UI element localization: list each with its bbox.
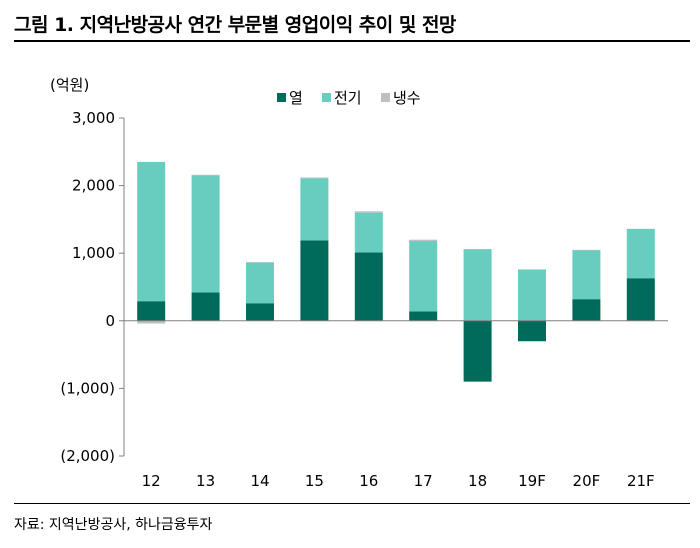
legend-swatch xyxy=(381,93,390,102)
bar-electricity-19F xyxy=(518,269,546,321)
bar-heat-15 xyxy=(300,240,329,321)
x-tick-label: 16 xyxy=(359,472,378,490)
bar-chilled-water-19F xyxy=(518,341,546,342)
x-tick-label: 13 xyxy=(196,472,215,490)
x-tick-label: 12 xyxy=(142,472,161,490)
bar-chilled-water-17 xyxy=(409,239,438,242)
bar-chilled-water-13 xyxy=(191,174,220,176)
x-tick-label: 20F xyxy=(573,472,601,490)
x-tick-label: 18 xyxy=(468,472,487,490)
bar-electricity-14 xyxy=(246,262,274,304)
bar-heat-19F xyxy=(518,320,546,342)
bar-heat-14 xyxy=(246,303,274,321)
bar-electricity-12 xyxy=(137,161,166,302)
source-divider xyxy=(14,503,690,504)
bar-heat-13 xyxy=(191,292,220,321)
y-tick-label: (2,000) xyxy=(60,447,115,465)
y-tick-label: 1,000 xyxy=(72,244,115,262)
bar-chilled-water-12 xyxy=(137,320,166,324)
bar-electricity-16 xyxy=(354,212,383,253)
x-tick-label: 14 xyxy=(250,472,269,490)
bar-chilled-water-16 xyxy=(354,211,383,213)
bar-heat-18 xyxy=(463,320,492,382)
bar-heat-20F xyxy=(572,299,601,321)
bar-heat-17 xyxy=(409,311,438,321)
bar-chilled-water-14 xyxy=(246,261,274,263)
y-tick-label: 2,000 xyxy=(72,177,115,195)
legend-swatch xyxy=(322,93,331,102)
x-tick-label: 21F xyxy=(627,472,655,490)
bar-heat-16 xyxy=(354,252,383,321)
bar-electricity-13 xyxy=(191,175,220,293)
x-tick-label: 19F xyxy=(518,472,546,490)
y-tick-label: 0 xyxy=(105,312,115,330)
y-axis-ticks: 3,000 2,000 1,000 0 (1,000) (2,000) xyxy=(60,109,124,465)
x-axis-ticks: 12 13 14 15 16 17 18 19F 20F 21F xyxy=(142,472,655,490)
legend-swatch xyxy=(277,93,286,102)
chart-title: 그림 1. 지역난방공사 연간 부문별 영업이익 추이 및 전망 xyxy=(14,14,456,36)
source-note: 자료: 지역난방공사, 하나금융투자 xyxy=(14,517,213,533)
y-axis-unit-label: (억원) xyxy=(50,76,89,94)
bar-electricity-20F xyxy=(572,250,601,300)
bar-chilled-water-15 xyxy=(300,177,329,179)
bar-chilled-water-20F xyxy=(572,249,601,251)
x-tick-label: 17 xyxy=(414,472,433,490)
y-tick-label: 3,000 xyxy=(72,109,115,127)
legend-label: 전기 xyxy=(334,89,362,107)
bar-electricity-21F xyxy=(626,228,655,279)
legend: 열 전기 냉수 xyxy=(277,89,421,107)
bar-electricity-18 xyxy=(463,249,492,321)
legend-label: 열 xyxy=(289,89,303,107)
y-tick-label: (1,000) xyxy=(60,379,115,397)
bar-heat-12 xyxy=(137,301,166,321)
bar-heat-21F xyxy=(626,278,655,321)
bar-electricity-17 xyxy=(409,241,438,312)
bars xyxy=(137,161,655,382)
legend-label: 냉수 xyxy=(393,89,421,107)
title-divider xyxy=(14,40,690,42)
bar-electricity-15 xyxy=(300,178,329,241)
x-tick-label: 15 xyxy=(305,472,324,490)
